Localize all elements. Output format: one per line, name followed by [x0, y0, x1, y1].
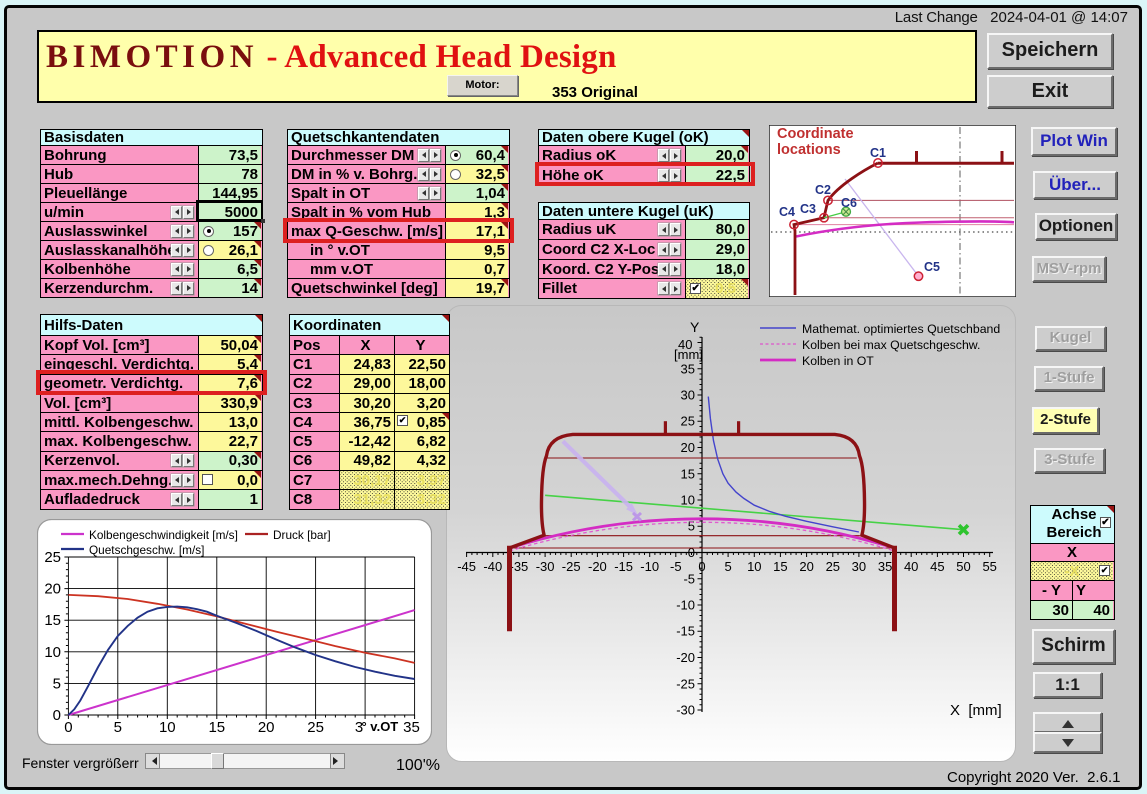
- svg-text:10: 10: [159, 719, 176, 736]
- svg-text:Mathemat. optimiertes Quetschb: Mathemat. optimiertes Quetschband: [802, 322, 1000, 336]
- svg-text:-5: -5: [683, 571, 695, 586]
- svg-text:C4: C4: [779, 205, 795, 219]
- svg-text:40: 40: [904, 559, 918, 574]
- svg-text:20: 20: [258, 719, 275, 736]
- svg-text:25: 25: [826, 559, 840, 574]
- svg-text:Druck [bar]: Druck [bar]: [273, 528, 331, 542]
- svg-text:10: 10: [681, 493, 695, 508]
- svg-text:° v.OT: ° v.OT: [362, 719, 399, 734]
- svg-text:-40: -40: [483, 559, 502, 574]
- svg-text:0: 0: [698, 559, 705, 574]
- svg-text:-25: -25: [562, 559, 581, 574]
- svg-text:15: 15: [681, 466, 695, 481]
- svg-text:[mm]: [mm]: [674, 347, 703, 362]
- svg-text:10: 10: [44, 644, 61, 661]
- svg-text:locations: locations: [777, 142, 841, 158]
- svg-text:C5: C5: [924, 260, 940, 274]
- svg-text:5: 5: [688, 519, 695, 534]
- svg-text:50: 50: [956, 559, 970, 574]
- svg-text:35: 35: [403, 719, 420, 736]
- svg-text:30: 30: [681, 388, 695, 403]
- svg-text:35: 35: [681, 361, 695, 376]
- svg-text:Kolben bei max Quetschgeschw.: Kolben bei max Quetschgeschw.: [802, 338, 980, 352]
- svg-text:-10: -10: [676, 598, 695, 613]
- svg-text:0: 0: [688, 545, 695, 560]
- svg-text:C3: C3: [800, 202, 816, 216]
- svg-text:Y: Y: [690, 319, 700, 335]
- svg-text:55: 55: [982, 559, 996, 574]
- svg-text:-30: -30: [536, 559, 555, 574]
- svg-text:5: 5: [114, 719, 122, 736]
- svg-text:C1: C1: [870, 146, 886, 160]
- svg-text:25: 25: [681, 414, 695, 429]
- svg-text:5: 5: [53, 675, 61, 692]
- svg-text:15: 15: [773, 559, 787, 574]
- svg-text:X [mm]: X [mm]: [950, 702, 1002, 719]
- svg-text:-15: -15: [676, 624, 695, 639]
- svg-text:-15: -15: [614, 559, 633, 574]
- svg-text:25: 25: [307, 719, 324, 736]
- svg-text:45: 45: [930, 559, 944, 574]
- svg-text:15: 15: [208, 719, 225, 736]
- svg-text:0: 0: [64, 719, 72, 736]
- svg-text:C6: C6: [841, 196, 857, 210]
- svg-text:Coordinate: Coordinate: [777, 126, 854, 142]
- svg-text:Kolbengeschwindigkeit [m/s]: Kolbengeschwindigkeit [m/s]: [89, 528, 238, 542]
- svg-text:10: 10: [747, 559, 761, 574]
- svg-text:Quetschgeschw. [m/s]: Quetschgeschw. [m/s]: [89, 543, 204, 557]
- svg-text:25: 25: [44, 549, 61, 566]
- svg-text:20: 20: [681, 440, 695, 455]
- svg-text:20: 20: [44, 581, 61, 598]
- svg-text:-35: -35: [510, 559, 529, 574]
- svg-text:35: 35: [878, 559, 892, 574]
- svg-text:0: 0: [53, 707, 61, 724]
- svg-text:-20: -20: [676, 650, 695, 665]
- svg-text:C2: C2: [815, 183, 831, 197]
- svg-text:3: 3: [355, 719, 363, 736]
- svg-text:-5: -5: [670, 559, 682, 574]
- svg-text:40: 40: [678, 337, 692, 352]
- svg-text:Kolben in OT: Kolben in OT: [802, 354, 874, 368]
- svg-text:-45: -45: [457, 559, 476, 574]
- svg-text:-20: -20: [588, 559, 607, 574]
- svg-text:5: 5: [724, 559, 731, 574]
- svg-text:15: 15: [44, 612, 61, 629]
- svg-text:-25: -25: [676, 676, 695, 691]
- svg-text:-10: -10: [640, 559, 659, 574]
- svg-text:30: 30: [852, 559, 866, 574]
- svg-text:-30: -30: [676, 703, 695, 718]
- svg-text:20: 20: [799, 559, 813, 574]
